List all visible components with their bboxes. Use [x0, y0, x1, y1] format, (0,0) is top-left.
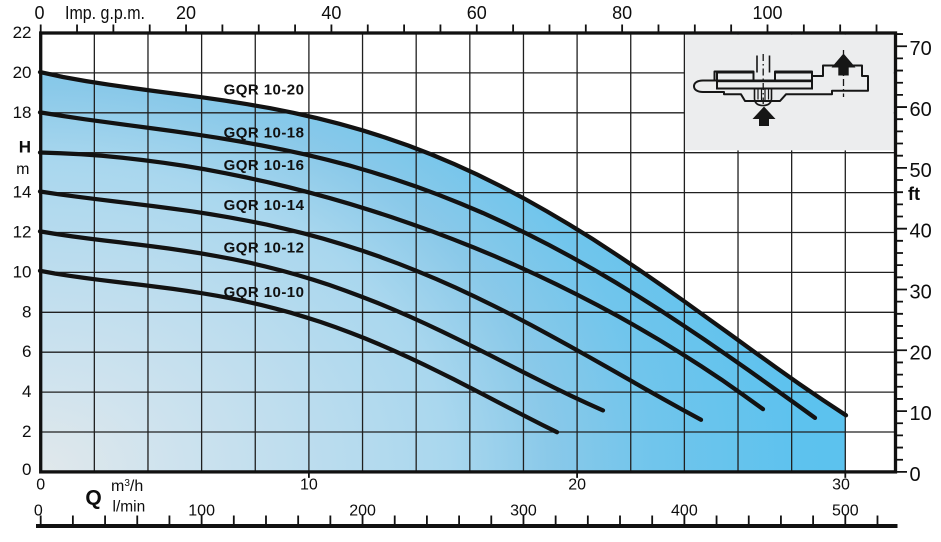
svg-text:m3/h: m3/h [111, 478, 143, 496]
svg-text:0: 0 [34, 3, 44, 23]
svg-text:200: 200 [349, 503, 376, 520]
svg-text:GQR 10-12: GQR 10-12 [224, 240, 305, 257]
svg-text:14: 14 [13, 183, 32, 202]
svg-text:ft: ft [908, 184, 920, 204]
svg-text:0: 0 [34, 503, 43, 520]
svg-text:0: 0 [22, 460, 31, 479]
svg-text:GQR 10-14: GQR 10-14 [224, 197, 305, 214]
svg-text:20: 20 [13, 63, 32, 82]
svg-text:m: m [16, 161, 29, 178]
svg-text:60: 60 [467, 3, 487, 23]
svg-text:2: 2 [22, 422, 31, 441]
svg-text:10: 10 [910, 403, 932, 425]
svg-text:18: 18 [13, 103, 32, 122]
svg-text:60: 60 [910, 99, 932, 121]
svg-text:8: 8 [22, 302, 31, 321]
svg-text:4: 4 [22, 382, 31, 401]
svg-text:H: H [19, 138, 31, 157]
svg-text:l/min: l/min [113, 499, 146, 516]
svg-text:70: 70 [910, 38, 932, 60]
svg-text:100: 100 [752, 3, 782, 23]
svg-text:6: 6 [22, 342, 31, 361]
svg-text:20: 20 [910, 342, 932, 364]
svg-text:GQR 10-16: GQR 10-16 [224, 157, 305, 174]
svg-text:40: 40 [910, 221, 932, 243]
svg-text:30: 30 [832, 476, 850, 493]
svg-text:10: 10 [13, 262, 32, 281]
svg-text:80: 80 [612, 3, 632, 23]
svg-text:30: 30 [910, 281, 932, 303]
svg-text:Imp. g.p.m.: Imp. g.p.m. [65, 3, 145, 23]
svg-text:Q: Q [85, 487, 101, 510]
svg-text:40: 40 [321, 3, 341, 23]
svg-text:100: 100 [188, 503, 215, 520]
svg-text:12: 12 [13, 223, 32, 242]
svg-text:20: 20 [568, 476, 586, 493]
svg-text:0: 0 [910, 464, 921, 486]
svg-text:GQR 10-18: GQR 10-18 [224, 125, 305, 142]
svg-text:GQR 10-20: GQR 10-20 [224, 82, 305, 99]
svg-text:50: 50 [910, 160, 932, 182]
svg-text:20: 20 [176, 3, 196, 23]
svg-text:22: 22 [13, 23, 32, 42]
svg-text:10: 10 [300, 476, 318, 493]
svg-text:0: 0 [36, 476, 45, 493]
svg-text:300: 300 [510, 503, 537, 520]
svg-text:400: 400 [671, 503, 698, 520]
svg-text:500: 500 [832, 503, 859, 520]
svg-text:GQR 10-10: GQR 10-10 [224, 284, 305, 301]
